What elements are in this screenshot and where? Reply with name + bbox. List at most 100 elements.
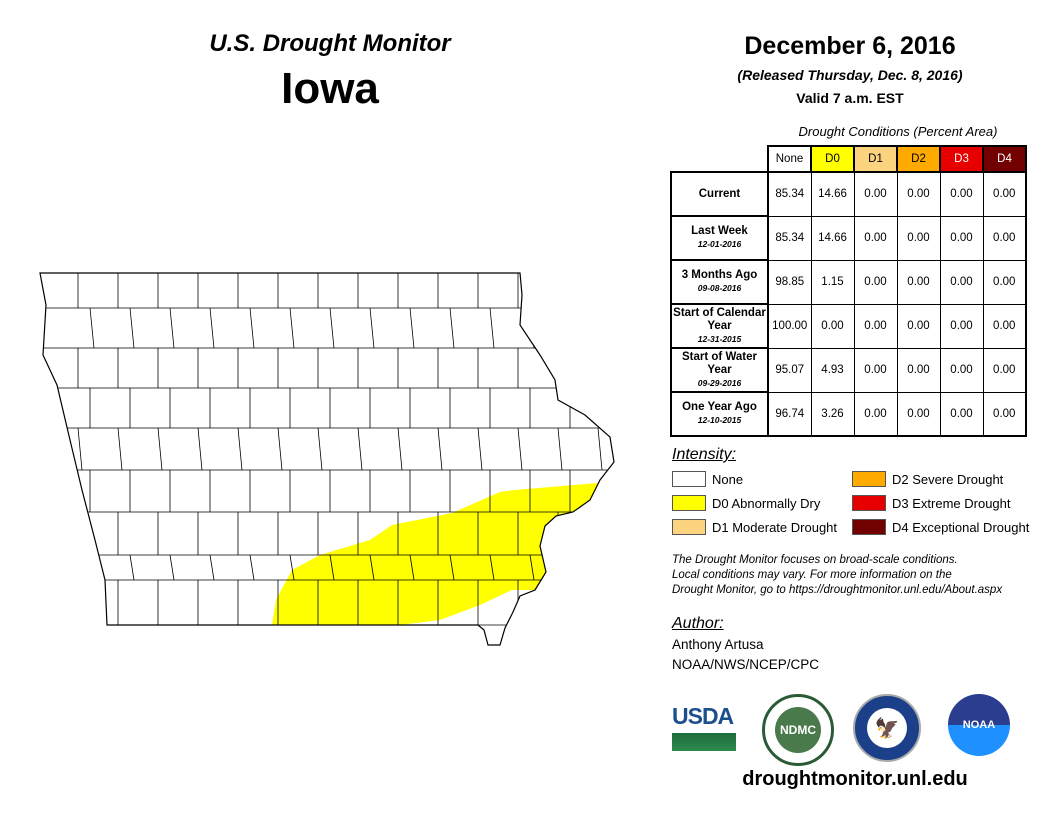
commerce-seal-icon: 🦅 [853, 694, 921, 762]
d0-region [272, 483, 598, 625]
row-label: Start of Water Year 09-29-2016 [670, 347, 769, 393]
value-cell: 4.93 [810, 347, 855, 393]
row-label: One Year Ago 12-10-2015 [670, 391, 769, 437]
valid-time: Valid 7 a.m. EST [796, 90, 904, 106]
row-label-text: One Year Ago [682, 401, 757, 413]
value-cell: 0.00 [896, 303, 941, 349]
author-name: Anthony Artusa [672, 637, 764, 652]
value-cell: 0.00 [853, 391, 898, 437]
legend-swatch [672, 495, 706, 511]
legend-swatch [852, 495, 886, 511]
author-title: Author: [672, 615, 724, 632]
value-cell: 0.00 [939, 259, 984, 305]
table-row: Current 85.34 14.66 0.00 0.00 0.00 0.00 [670, 171, 1027, 217]
row-date: 12-31-2015 [697, 333, 742, 344]
row-label-text: 3 Months Ago [681, 269, 758, 281]
value-cell: 0.00 [939, 391, 984, 437]
ndmc-logo: NDMC [762, 694, 834, 766]
value-cell: 0.00 [982, 391, 1027, 437]
value-cell: 14.66 [810, 171, 855, 217]
value-cell: 0.00 [896, 215, 941, 261]
value-cell: 95.07 [767, 347, 812, 393]
legend-label: D2 Severe Drought [892, 471, 1004, 487]
table-caption: Drought Conditions (Percent Area) [798, 124, 998, 139]
noaa-logo: NOAA [948, 694, 1010, 756]
value-cell: 0.00 [982, 259, 1027, 305]
note-line: Local conditions may vary. For more info… [672, 569, 952, 581]
usda-logo: USDA [672, 703, 736, 751]
header-none: None [767, 145, 812, 173]
value-cell: 0.00 [982, 303, 1027, 349]
state-name: Iowa [281, 64, 379, 113]
legend-swatch [672, 471, 706, 487]
value-cell: 0.00 [939, 303, 984, 349]
row-label-text: Last Week [691, 225, 748, 237]
map-date: December 6, 2016 [744, 32, 956, 60]
value-cell: 0.00 [982, 171, 1027, 217]
value-cell: 0.00 [939, 347, 984, 393]
value-cell: 0.00 [853, 259, 898, 305]
value-cell: 0.00 [896, 259, 941, 305]
row-date: 09-29-2016 [697, 377, 742, 388]
value-cell: 0.00 [982, 347, 1027, 393]
legend-label: D0 Abnormally Dry [712, 495, 821, 511]
website-url[interactable]: droughtmonitor.unl.edu [742, 768, 968, 790]
value-cell: 0.00 [853, 215, 898, 261]
legend-label: D3 Extreme Drought [892, 495, 1011, 511]
drought-conditions-table: None D0 D1 D2 D3 D4 Current 85.34 14.66 0.00 0.00 0… [670, 145, 1027, 437]
header-d2: D2 [896, 145, 941, 173]
value-cell: 85.34 [767, 171, 812, 217]
row-date: 09-08-2016 [697, 283, 742, 293]
value-cell: 0.00 [896, 391, 941, 437]
header-d0: D0 [810, 145, 855, 173]
table-row: One Year Ago 12-10-2015 96.74 3.26 0.00 0.00 0… [670, 391, 1027, 437]
table-row: Start of Water Year 09-29-2016 95.07 4.93 0.… [670, 347, 1027, 393]
legend-swatch [852, 519, 886, 535]
value-cell: 100.00 [767, 303, 812, 349]
legend-swatch [672, 519, 706, 535]
row-label-text: Current [698, 187, 741, 200]
legend-item: D3 Extreme Drought [852, 495, 1011, 511]
row-date: 12-10-2015 [697, 415, 742, 425]
blank-cell [671, 146, 768, 173]
value-cell: 96.74 [767, 391, 812, 437]
value-cell: 3.26 [810, 391, 855, 437]
ndmc-logo-text: NDMC [775, 707, 821, 753]
note-line: Drought Monitor, go to https://droughtmo… [672, 584, 1003, 596]
value-cell: 98.85 [767, 259, 812, 305]
value-cell: 0.00 [939, 171, 984, 217]
disclaimer-note: The Drought Monitor focuses on broad-sca… [672, 553, 1002, 598]
value-cell: 0.00 [982, 215, 1027, 261]
row-label: 3 Months Ago 09-08-2016 [670, 259, 769, 305]
map-title: U.S. Drought Monitor [209, 30, 451, 57]
legend-title: Intensity: [672, 446, 737, 463]
row-label-text: Start of Calendar Year [673, 306, 766, 332]
row-date: 12-01-2016 [697, 239, 742, 249]
row-label: Current [670, 171, 769, 217]
value-cell: 14.66 [810, 215, 855, 261]
value-cell: 0.00 [896, 171, 941, 217]
value-cell: 0.00 [810, 303, 855, 349]
legend-swatch [852, 471, 886, 487]
legend-item: D1 Moderate Drought [672, 519, 837, 535]
legend-item: D4 Exceptional Drought [852, 519, 1029, 535]
header-d4: D4 [982, 145, 1027, 173]
table-row: Last Week 12-01-2016 85.34 14.66 0.00 0.00 0.0… [670, 215, 1027, 261]
value-cell: 0.00 [853, 303, 898, 349]
row-label: Start of Calendar Year 12-31-2015 [670, 303, 769, 349]
value-cell: 0.00 [853, 347, 898, 393]
legend-item: D0 Abnormally Dry [672, 495, 820, 511]
legend-label: None [712, 471, 744, 487]
note-line: The Drought Monitor focuses on broad-sca… [672, 554, 958, 566]
value-cell: 1.15 [810, 259, 855, 305]
legend-label: D1 Moderate Drought [712, 519, 838, 535]
table-row: Start of Calendar Year 12-31-2015 100.00 0.… [670, 303, 1027, 349]
noaa-logo-text: NOAA [962, 719, 996, 731]
usda-logo-text: USDA [672, 703, 734, 729]
value-cell: 85.34 [767, 215, 812, 261]
value-cell: 0.00 [853, 171, 898, 217]
row-label-text: Start of Water Year [682, 350, 757, 376]
legend-item: D2 Severe Drought [852, 471, 1003, 487]
header-d3: D3 [939, 145, 984, 173]
